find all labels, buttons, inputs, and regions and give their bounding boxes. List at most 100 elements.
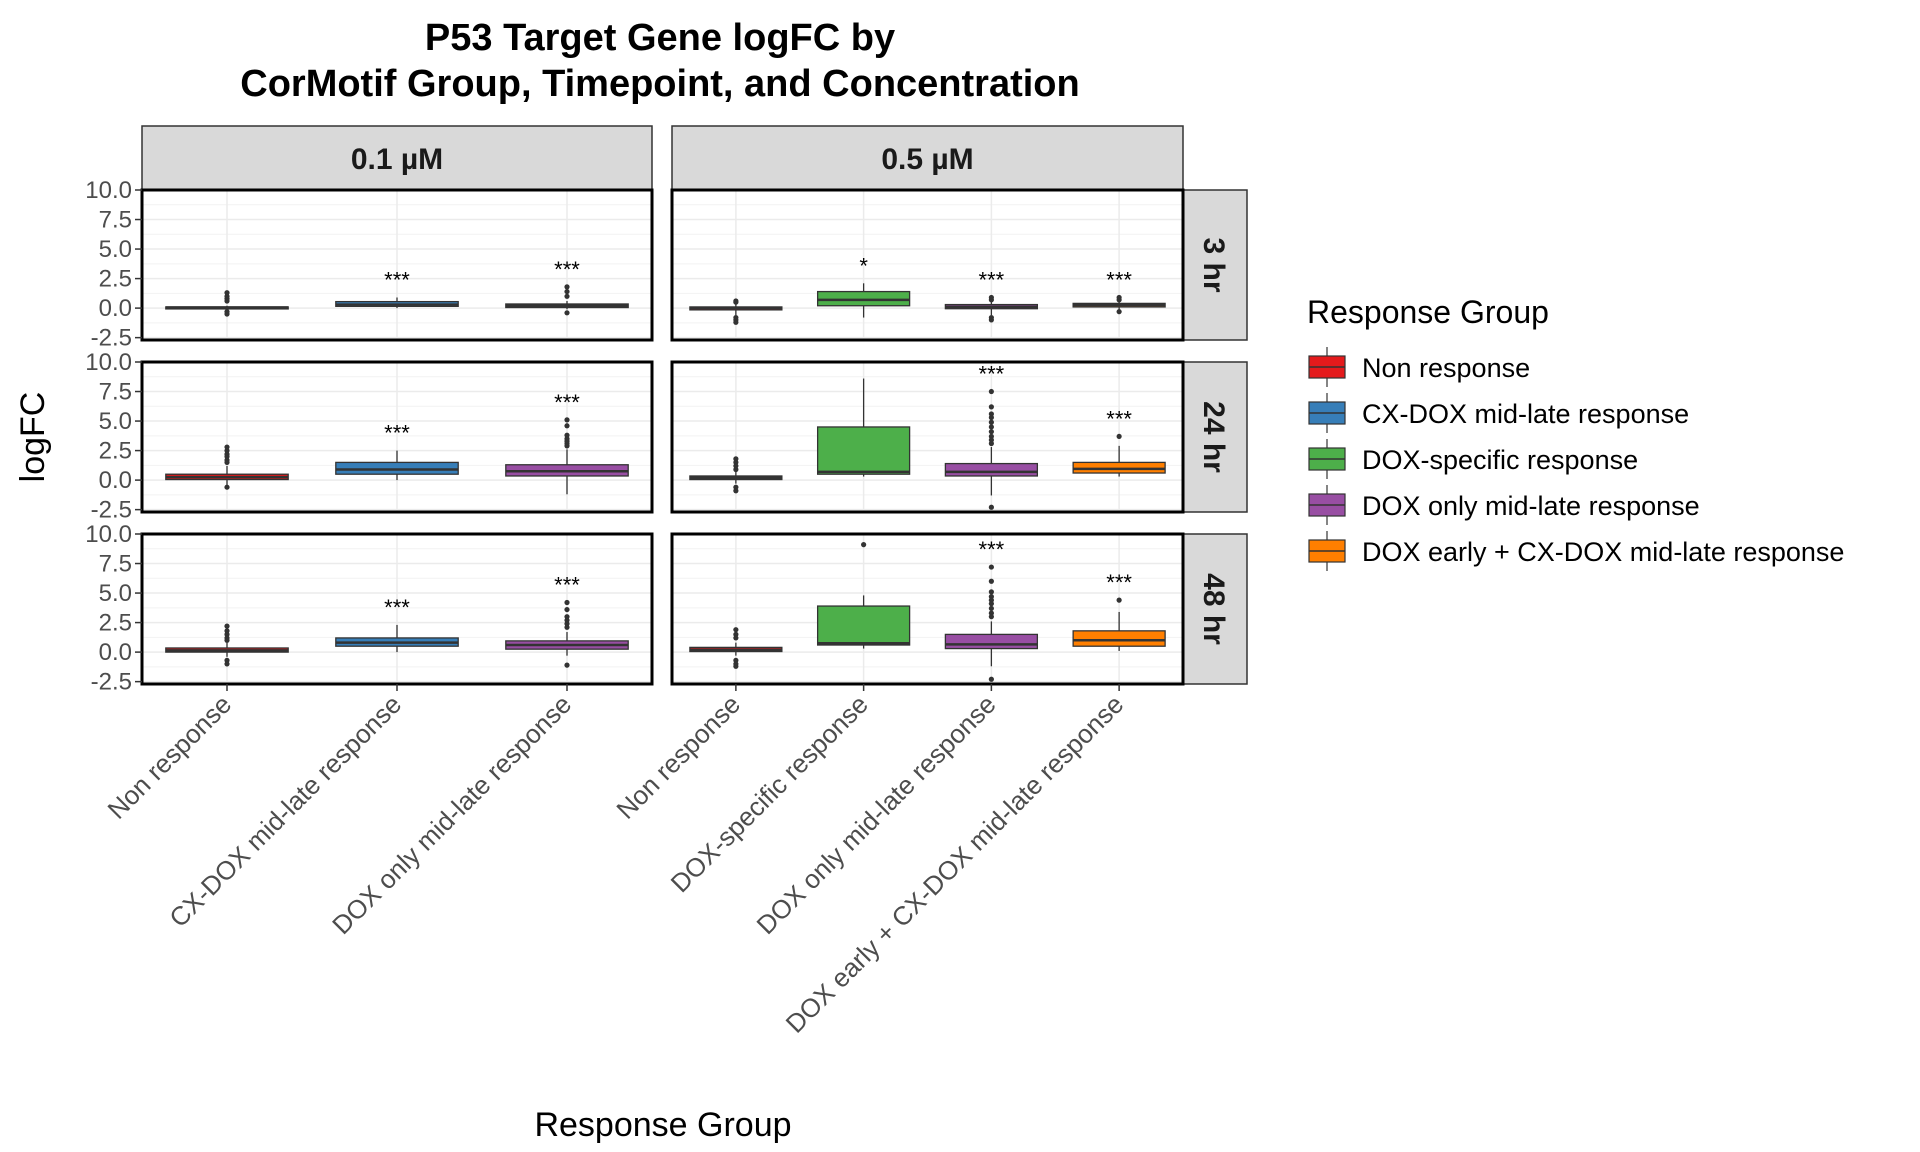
box-outlier xyxy=(564,284,570,290)
y-tick-label: 7.5 xyxy=(99,207,132,234)
significance-label: *** xyxy=(979,267,1005,292)
legend-item: DOX only mid-late response xyxy=(1308,485,1700,525)
row-strip-label: 3 hr xyxy=(1197,237,1230,292)
y-tick-label: 2.5 xyxy=(99,438,132,465)
box-outlier xyxy=(988,388,994,395)
facet-strip-1 xyxy=(671,125,1184,191)
box-dox-specific-response xyxy=(816,378,911,477)
box-outlier xyxy=(988,614,994,620)
significance-label: *** xyxy=(554,390,580,415)
significance-label: *** xyxy=(554,257,580,282)
box-outlier xyxy=(224,444,230,450)
panel-background xyxy=(672,362,1183,512)
box-outlier xyxy=(733,635,739,641)
box-outlier xyxy=(988,297,994,303)
box-outlier xyxy=(988,504,994,510)
facet-strip-label: 0.5 µM xyxy=(881,143,973,176)
box-outlier xyxy=(861,542,867,548)
facet-strip-0 xyxy=(141,125,653,191)
panel: *** *** xyxy=(670,532,1185,686)
box-outlier xyxy=(224,637,230,643)
box-outlier xyxy=(988,564,994,570)
box-outlier xyxy=(564,606,570,613)
x-tick-label: Non response xyxy=(610,689,746,825)
panel: *** *** 10.0 7.55.0 2.50.0 -2.5 xyxy=(85,349,654,524)
y-tick-label: 5.0 xyxy=(99,236,132,263)
significance-label: *** xyxy=(554,573,580,598)
box-outlier xyxy=(564,293,570,299)
box-non-response xyxy=(689,456,783,494)
box-outlier xyxy=(1116,433,1122,440)
box-outlier xyxy=(1116,597,1122,603)
box-outlier xyxy=(564,662,570,668)
box-cx-dox-mid-late-response: *** xyxy=(335,267,459,309)
legend-item: CX-DOX mid-late response xyxy=(1308,393,1689,433)
y-tick-label: 10.0 xyxy=(85,177,132,204)
box-outlier xyxy=(224,623,230,629)
row-strip-2 xyxy=(1182,533,1248,685)
box-iqr xyxy=(944,633,1039,650)
box-outlier xyxy=(988,440,994,447)
box-non-response xyxy=(689,298,783,325)
box-dox-only-mid-late-response: *** xyxy=(944,537,1039,682)
box-dox-early-cx-dox-mid-late-response: *** xyxy=(1072,267,1166,315)
panel: **** *** xyxy=(670,188,1185,342)
box-outlier xyxy=(733,627,739,633)
x-tick-label: DOX only mid-late response xyxy=(750,689,1001,940)
box-non-response xyxy=(165,444,289,490)
box-iqr xyxy=(816,426,911,475)
chart-title-line-2: CorMotif Group, Timepoint, and Concentra… xyxy=(240,63,1079,105)
legend-label: DOX only mid-late response xyxy=(1362,491,1700,521)
box-dox-only-mid-late-response: *** xyxy=(505,257,629,316)
y-tick-label: -2.5 xyxy=(91,497,132,524)
panel-border xyxy=(140,188,654,342)
y-tick-label: -2.5 xyxy=(91,325,132,352)
box-dox-early-cx-dox-mid-late-response: *** xyxy=(1072,570,1166,651)
box-outlier xyxy=(988,605,994,612)
box-outlier xyxy=(1116,297,1122,303)
box-outlier xyxy=(988,429,994,435)
significance-label: *** xyxy=(1106,267,1132,292)
legend-label: DOX-specific response xyxy=(1362,445,1638,475)
box-dox-only-mid-late-response: *** xyxy=(505,573,629,668)
significance-label: *** xyxy=(979,362,1005,387)
box-non-response xyxy=(689,627,783,669)
box-outlier xyxy=(564,443,570,449)
box-outlier xyxy=(224,484,230,490)
box-outlier xyxy=(564,417,570,423)
box-outlier xyxy=(1116,309,1122,315)
panel-border xyxy=(670,532,1185,686)
y-tick-label: 7.5 xyxy=(99,379,132,406)
x-tick-label: Non response xyxy=(102,689,238,825)
legend-label: DOX early + CX-DOX mid-late response xyxy=(1362,537,1844,567)
panel-border xyxy=(140,360,654,514)
y-axis-title: logFC xyxy=(14,392,52,483)
box-outlier xyxy=(733,319,739,325)
chart-title-line-1: P53 Target Gene logFC by xyxy=(425,17,895,59)
y-tick-label: -2.5 xyxy=(91,669,132,696)
panel-border xyxy=(670,360,1185,514)
significance-label: *** xyxy=(384,595,410,620)
box-non-response xyxy=(165,290,289,317)
y-tick-label: 10.0 xyxy=(85,349,132,376)
significance-label: *** xyxy=(1106,570,1132,595)
y-tick-label: 0.0 xyxy=(99,639,132,666)
y-tick-label: 0.0 xyxy=(99,295,132,322)
panel: *** *** 10.0 7.55.0 2.50.0 -2.5 xyxy=(85,521,654,696)
significance-label: * xyxy=(859,253,868,278)
y-tick-label: 5.0 xyxy=(99,580,132,607)
box-outlier xyxy=(988,414,994,421)
box-cx-dox-mid-late-response: *** xyxy=(335,421,459,481)
box-outlier xyxy=(988,419,994,425)
legend: Response Group Non response CX-DOX mid-la… xyxy=(1307,294,1844,571)
panel: *** *** 10.0 7.55.0 2.50.0 -2.5 xyxy=(85,177,654,352)
significance-label: *** xyxy=(384,421,410,446)
y-tick-label: 2.5 xyxy=(99,610,132,637)
box-dox-only-mid-late-response: *** xyxy=(944,267,1039,323)
y-tick-label: 7.5 xyxy=(99,551,132,578)
box-non-response xyxy=(165,623,289,667)
legend-item: Non response xyxy=(1308,347,1530,387)
box-outlier xyxy=(988,578,994,584)
box-outlier xyxy=(564,288,570,295)
